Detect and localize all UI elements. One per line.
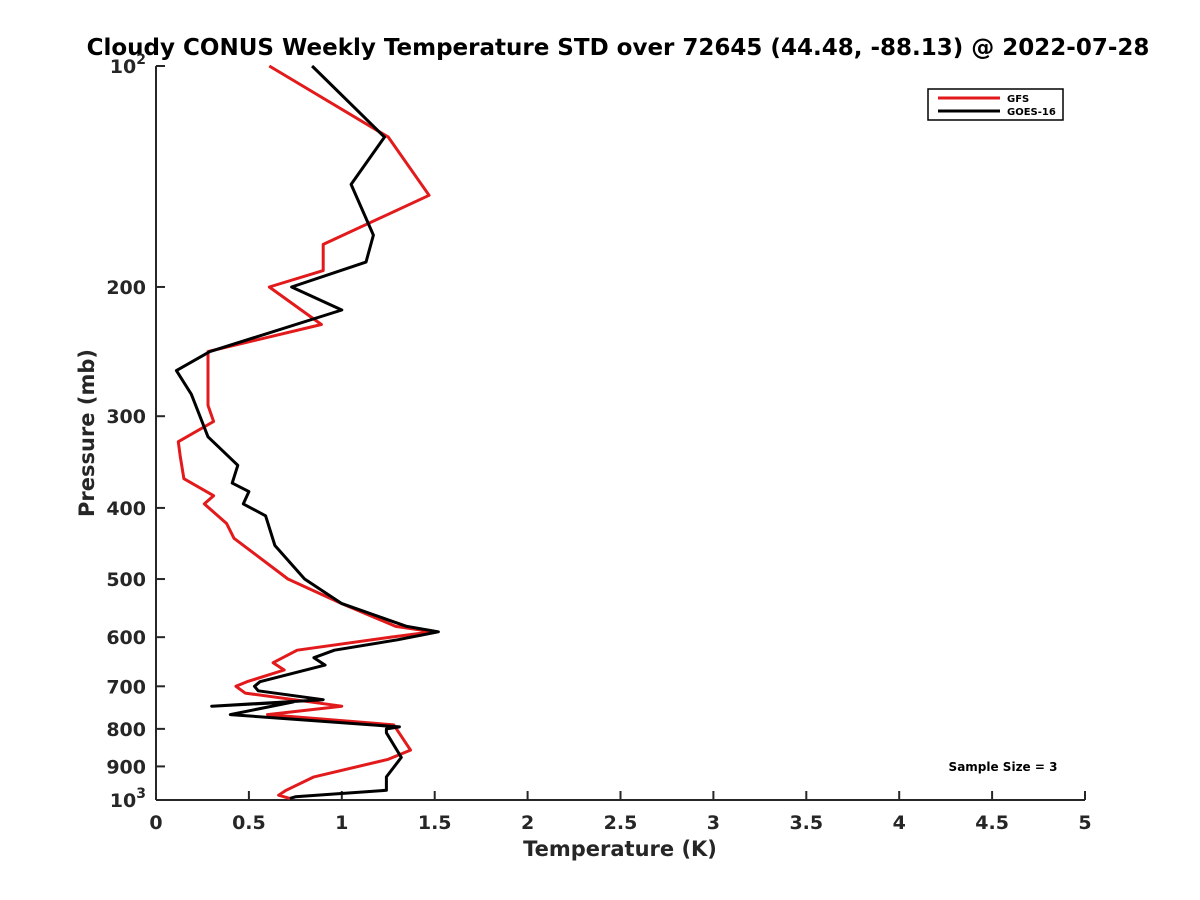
y-axis-label: Pressure (mb) (75, 349, 99, 517)
x-tick-label: 0 (149, 812, 162, 834)
axes: 0 0.5 1 1.5 2 2.5 3 3.5 4 4.5 51022003004005006007… (106, 52, 1091, 834)
x-tick-label: 1.5 (418, 812, 452, 834)
x-tick-label: 3 (707, 812, 720, 834)
legend-label: GOES-16 (1007, 107, 1056, 118)
x-tick-label: 3.5 (789, 812, 823, 834)
y-tick-label-base: 200 (106, 277, 146, 299)
y-tick-label-base: 600 (106, 627, 146, 649)
legend: GFS GOES-16 (927, 88, 1064, 121)
x-tick-label: 2 (521, 812, 534, 834)
y-tick-label-base: 500 (106, 569, 146, 591)
x-tick-label: 5 (1078, 812, 1091, 834)
chart-title: Cloudy CONUS Weekly Temperature STD over… (87, 35, 1150, 61)
y-tick-label-base: 300 (106, 406, 146, 428)
y-tick-label-base: 400 (106, 498, 146, 520)
series-line-gfs (176, 64, 435, 800)
x-tick-label: 0.5 (232, 812, 266, 834)
x-tick-label: 4 (893, 812, 906, 834)
x-tick-label: 1 (335, 812, 348, 834)
y-tick-label-base: 800 (106, 719, 146, 741)
y-tick-label: 700 (106, 676, 146, 698)
legend-box (927, 88, 1064, 121)
y-tick-label: 800 (106, 719, 146, 741)
x-axis-label: Temperature (K) (523, 837, 717, 861)
y-tick-label-base: 10 (110, 56, 136, 78)
series-line-goes-16 (174, 64, 440, 800)
series-layer (174, 64, 440, 800)
x-tick-label: 2.5 (604, 812, 638, 834)
y-tick-label: 400 (106, 498, 146, 520)
y-tick-label-exponent: 2 (136, 52, 146, 68)
y-tick-label: 200 (106, 277, 146, 299)
y-tick-label: 102 (110, 52, 146, 78)
y-tick-label: 600 (106, 627, 146, 649)
y-tick-label-base: 700 (106, 676, 146, 698)
y-tick-label-exponent: 3 (136, 786, 146, 802)
y-tick-label: 900 (106, 756, 146, 778)
y-tick-label-base: 10 (110, 790, 136, 812)
sample-size-annotation: Sample Size = 3 (949, 760, 1058, 774)
x-tick-label: 4.5 (975, 812, 1009, 834)
legend-label: GFS (1007, 94, 1029, 105)
y-tick-label: 103 (110, 786, 146, 812)
y-tick-label-base: 900 (106, 756, 146, 778)
y-tick-label: 500 (106, 569, 146, 591)
y-tick-label: 300 (106, 406, 146, 428)
